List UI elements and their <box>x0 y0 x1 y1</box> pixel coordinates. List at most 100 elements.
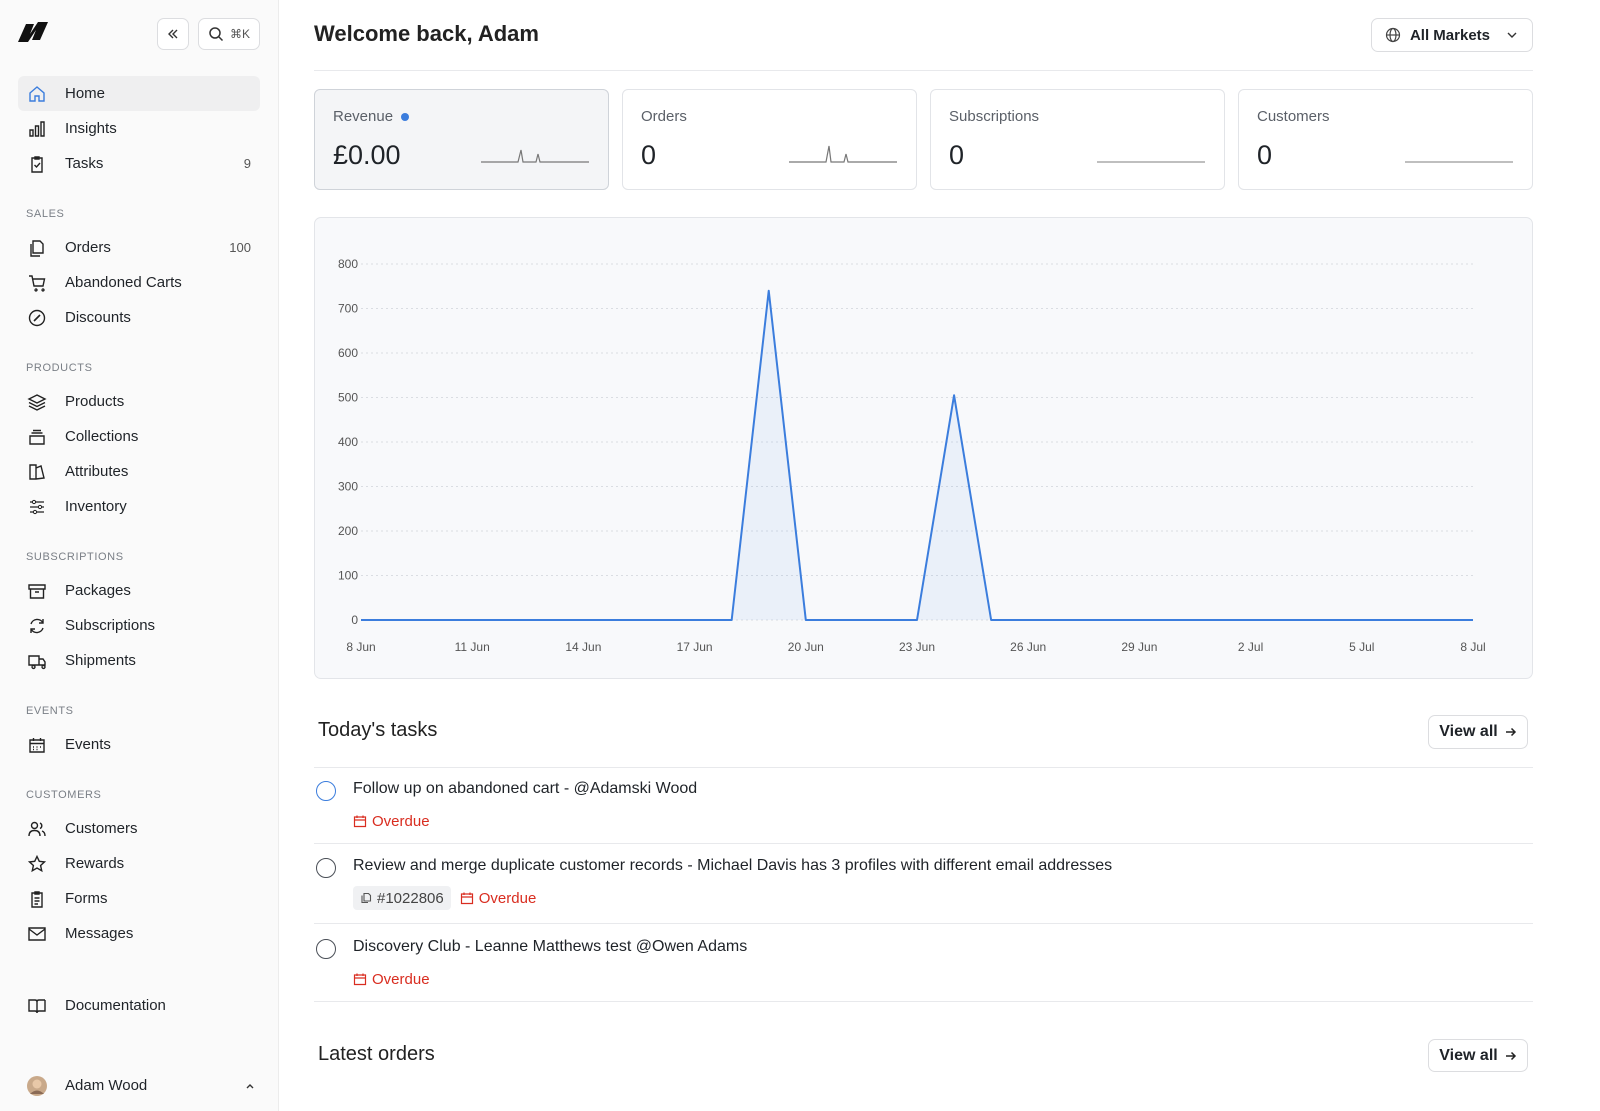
task-text[interactable]: Review and merge duplicate customer reco… <box>353 857 1113 874</box>
nav-item[interactable]: Shipments <box>18 643 260 678</box>
nav-section-title: SUBSCRIPTIONS <box>26 551 124 563</box>
chart-panel: 0 100 200 300 400 500 600 700 800 8 Jun 11 Jun 14 J… <box>314 217 1533 679</box>
nav-label: Forms <box>65 890 108 907</box>
view-all-button[interactable]: View all <box>1428 715 1528 749</box>
market-label: All Markets <box>1409 26 1491 44</box>
nav-item[interactable]: Customers <box>18 811 260 846</box>
nav-item[interactable]: Events <box>18 727 260 762</box>
nav-icon <box>30 618 44 633</box>
sparkline <box>789 145 897 163</box>
logo[interactable] <box>16 20 50 44</box>
stat-card[interactable]: Orders 0 <box>622 89 917 190</box>
task-meta: Overdue <box>353 967 430 991</box>
task-meta: #1022806 Overdue <box>353 886 536 910</box>
nav-icon <box>31 155 43 173</box>
x-tick-label: 17 Jun <box>677 640 713 654</box>
task-checkbox[interactable] <box>316 858 336 878</box>
nav-item[interactable]: Rewards <box>18 846 260 881</box>
nav-label: Rewards <box>65 855 125 872</box>
nav-icon <box>28 821 46 836</box>
live-dot <box>401 113 410 122</box>
stat-label: Orders <box>641 108 687 125</box>
user-menu[interactable]: Adam Wood <box>18 1068 260 1103</box>
x-tick-label: 29 Jun <box>1121 640 1157 654</box>
status-label: Overdue <box>478 889 537 907</box>
y-tick-label: 300 <box>338 480 358 494</box>
nav-item[interactable]: Tasks 9 <box>18 146 260 181</box>
page-title: Welcome back, Adam <box>314 21 539 46</box>
status-label: Overdue <box>372 970 430 988</box>
nav-item[interactable]: Inventory <box>18 489 260 524</box>
button-label: View all <box>1439 1046 1498 1064</box>
stat-value: 0 <box>1257 140 1273 170</box>
sidebar: ⌘K Home Insights Tasks 9 SALES Orders 100 Aband… <box>0 0 279 1111</box>
stat-card[interactable]: Subscriptions 0 <box>930 89 1225 190</box>
x-tick-label: 26 Jun <box>1010 640 1046 654</box>
nav-label: Discounts <box>65 309 131 326</box>
y-tick-label: 500 <box>338 391 358 405</box>
nav-icon <box>30 239 44 257</box>
nav-label: Home <box>65 85 106 102</box>
section-title: Today's tasks <box>318 719 438 741</box>
divider <box>314 923 1533 924</box>
nav-icon <box>28 926 46 941</box>
x-tick-label: 14 Jun <box>565 640 601 654</box>
nav-icon <box>27 854 47 872</box>
nav-item[interactable]: Attributes <box>18 454 260 489</box>
header-divider <box>314 70 1533 71</box>
line <box>361 289 1473 621</box>
task-meta: Overdue <box>353 809 430 833</box>
documentation-link[interactable]: Documentation <box>18 988 260 1023</box>
nav-badge: 100 <box>229 240 251 255</box>
task-text[interactable]: Discovery Club - Leanne Matthews test @O… <box>353 938 748 955</box>
nav-label: Attributes <box>65 463 129 480</box>
nav-label: Customers <box>65 820 138 837</box>
nav-item[interactable]: Packages <box>18 573 260 608</box>
y-tick-label: 100 <box>338 569 358 583</box>
y-tick-label: 200 <box>338 524 358 538</box>
sparkline <box>481 149 589 163</box>
stat-value: £0.00 <box>333 140 401 170</box>
status-label: Overdue <box>372 812 430 830</box>
stat-card[interactable]: Customers 0 <box>1238 89 1533 190</box>
nav-item[interactable]: Products <box>18 384 260 419</box>
nav-item[interactable]: Subscriptions <box>18 608 260 643</box>
task-tag[interactable]: #1022806 <box>353 886 451 910</box>
task-checkbox[interactable] <box>316 939 336 959</box>
nav-item[interactable]: Insights <box>18 111 260 146</box>
market-selector[interactable]: All Markets <box>1371 18 1533 52</box>
nav-item[interactable]: Orders 100 <box>18 230 260 265</box>
nav-item[interactable]: Abandoned Carts <box>18 265 260 300</box>
task-checkbox[interactable] <box>316 781 336 801</box>
search-button[interactable]: ⌘K <box>198 18 260 50</box>
stat-card[interactable]: Revenue £0.00 <box>314 89 609 190</box>
nav-icon <box>28 654 46 669</box>
nav-label: Messages <box>65 925 134 942</box>
x-tick-label: 8 Jun <box>346 640 375 654</box>
task-text[interactable]: Follow up on abandoned cart - @Adamski W… <box>353 780 698 797</box>
nav-item[interactable]: Collections <box>18 419 260 454</box>
nav-item[interactable]: Home <box>18 76 260 111</box>
stat-value: 0 <box>949 140 965 170</box>
collapse-button[interactable] <box>157 18 189 50</box>
task-status: Overdue <box>353 971 430 988</box>
y-tick-label: 800 <box>338 257 358 271</box>
stat-label-text: Orders <box>641 108 687 125</box>
x-tick-label: 2 Jul <box>1238 640 1263 654</box>
nav-icon <box>28 583 46 599</box>
y-tick-label: 600 <box>338 346 358 360</box>
divider <box>314 1001 1533 1002</box>
y-tick-label: 0 <box>351 613 358 627</box>
nav-badge: 9 <box>243 156 251 171</box>
nav-item[interactable]: Discounts <box>18 300 260 335</box>
stat-label-text: Revenue <box>333 108 394 125</box>
nav-item[interactable]: Messages <box>18 916 260 951</box>
task-status: Overdue <box>460 889 537 907</box>
nav-icon <box>29 120 45 137</box>
nav-item[interactable]: Forms <box>18 881 260 916</box>
view-all-button[interactable]: View all <box>1428 1039 1528 1072</box>
nav-section-title: CUSTOMERS <box>26 789 102 801</box>
button-label: View all <box>1439 723 1498 740</box>
